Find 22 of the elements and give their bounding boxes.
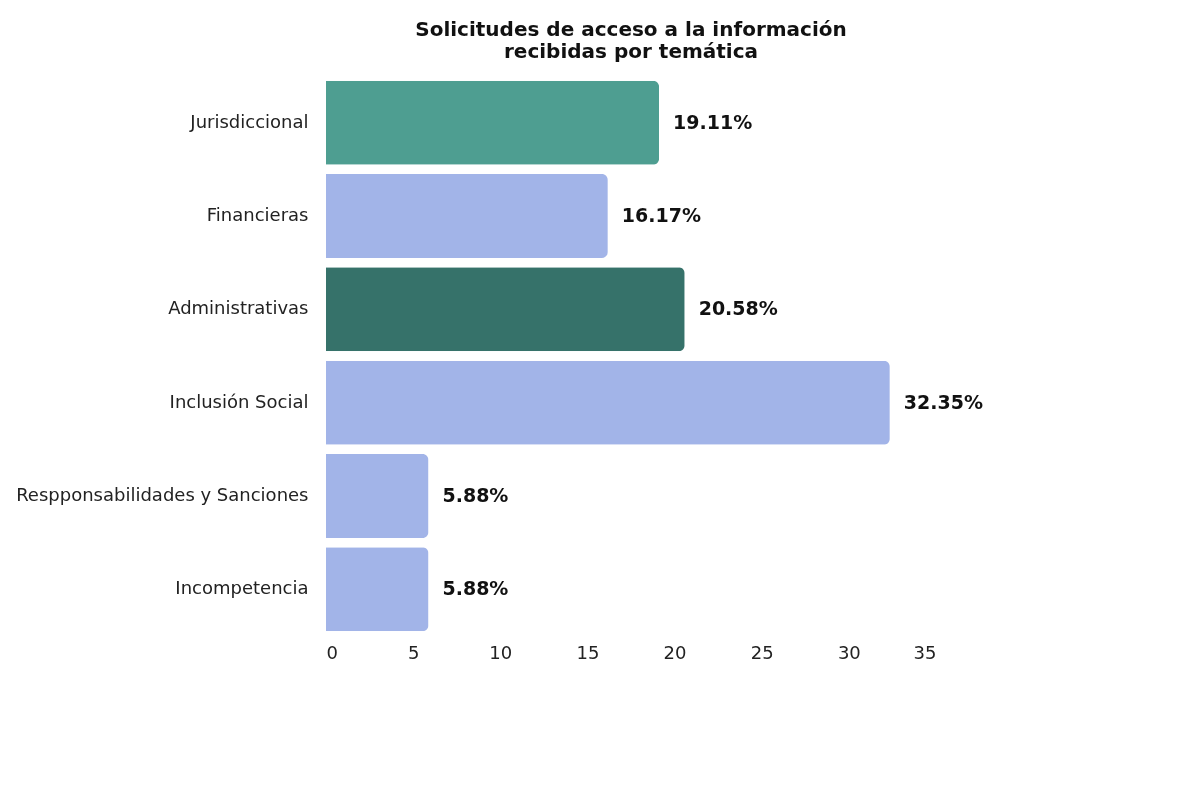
x-tick-label: 10: [489, 641, 513, 663]
x-tick-label: 0: [326, 641, 338, 663]
x-tick-label: 20: [663, 641, 687, 663]
text: Solicitudes de acceso a la información: [415, 17, 847, 41]
y-tick-label: Administrativas: [168, 297, 309, 319]
data-label: 19.11%: [673, 110, 753, 133]
x-tick-label: 30: [837, 641, 861, 663]
data-label: 5.88%: [442, 484, 509, 506]
data-label: 20.58%: [698, 297, 778, 320]
data-label: 32.35%: [903, 390, 983, 413]
x-tick-label: 5: [407, 641, 420, 663]
y-tick-label: Inclusión Social: [169, 390, 309, 412]
data-label: 16.17%: [621, 204, 701, 226]
data-label: 5.88%: [442, 577, 509, 600]
x-tick-label: 35: [913, 641, 937, 663]
y-tick-label: Incompetencia: [175, 577, 309, 599]
text: recibidas por temática: [503, 39, 759, 63]
x-tick-label: 25: [750, 641, 774, 663]
y-tick-label: Financieras: [206, 204, 309, 225]
y-tick-label: Jurisdiccional: [189, 110, 309, 132]
y-tick-label: Respponsabilidades y Sanciones: [16, 484, 309, 505]
x-tick-label: 15: [576, 641, 600, 663]
